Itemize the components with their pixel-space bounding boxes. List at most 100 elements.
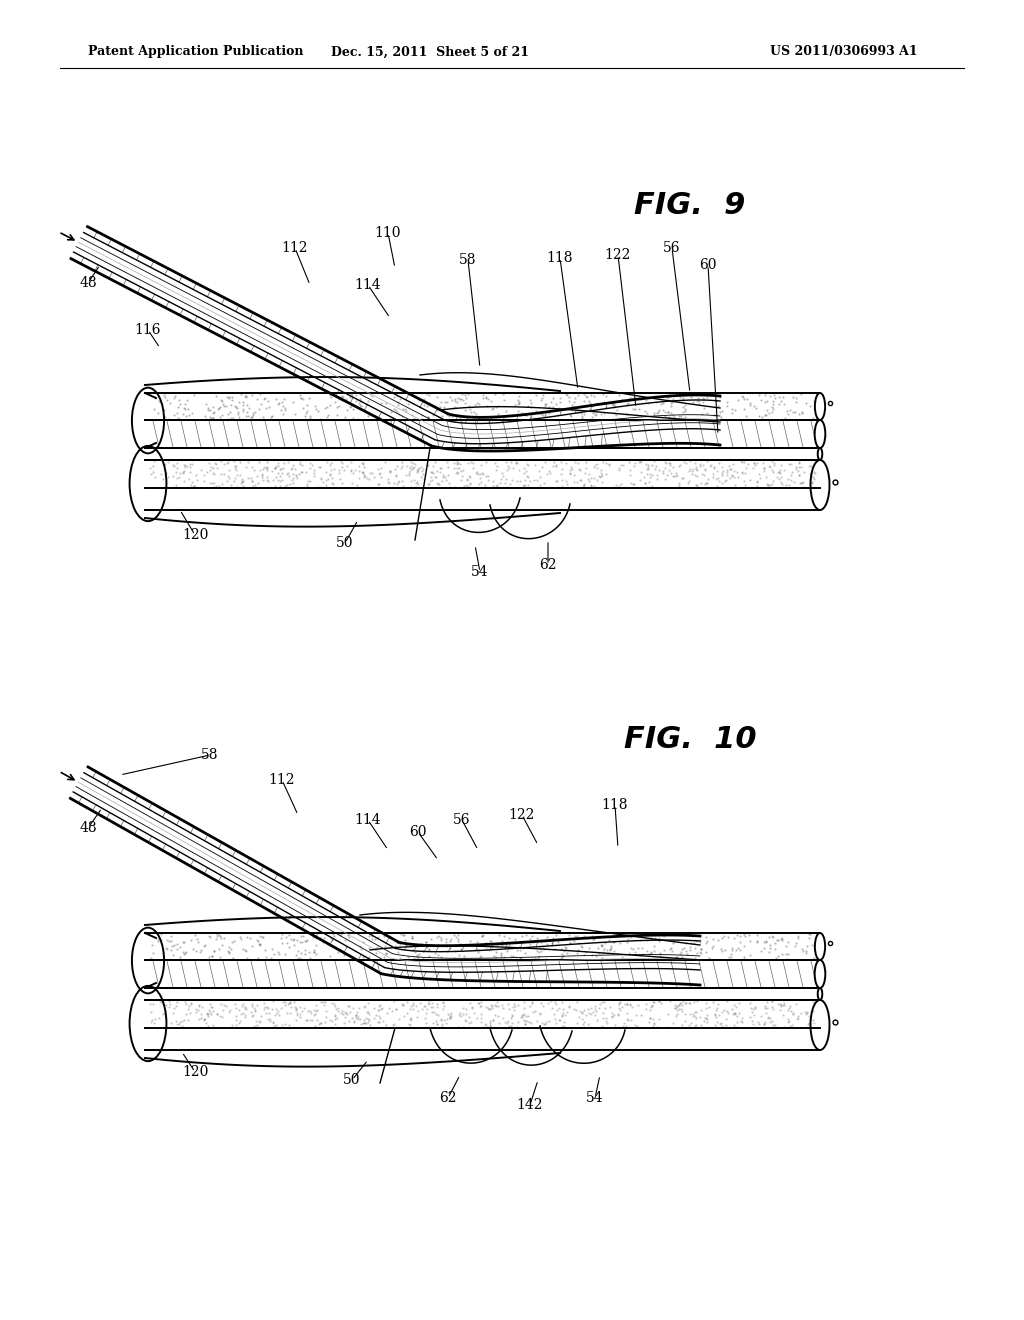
Point <box>289 1005 305 1026</box>
Point <box>563 395 580 416</box>
Point <box>515 474 531 495</box>
Point <box>594 465 610 486</box>
Point <box>322 1010 338 1031</box>
Point <box>338 935 354 956</box>
Point <box>611 997 628 1018</box>
Point <box>153 924 169 945</box>
Point <box>614 389 631 411</box>
Point <box>295 925 311 946</box>
Point <box>697 932 714 953</box>
Point <box>699 451 716 473</box>
Point <box>558 384 574 405</box>
Point <box>200 397 216 418</box>
Point <box>244 993 260 1014</box>
Point <box>324 1011 340 1032</box>
Point <box>210 399 226 420</box>
Point <box>211 939 227 960</box>
Point <box>391 948 408 969</box>
Point <box>683 463 699 484</box>
Point <box>776 994 793 1015</box>
Point <box>441 1007 458 1028</box>
Point <box>329 405 345 426</box>
Point <box>484 470 501 491</box>
Point <box>787 458 804 479</box>
Point <box>632 469 648 490</box>
Point <box>594 1016 610 1038</box>
Point <box>532 404 549 425</box>
Point <box>741 993 758 1014</box>
Point <box>395 399 412 420</box>
Point <box>557 936 573 957</box>
Point <box>372 1007 388 1028</box>
Point <box>500 1011 516 1032</box>
Point <box>665 457 681 478</box>
Point <box>460 475 476 496</box>
Point <box>791 451 807 473</box>
Point <box>753 941 769 962</box>
Point <box>395 1006 412 1027</box>
Point <box>760 1007 776 1028</box>
Point <box>783 1015 800 1036</box>
Point <box>790 1008 806 1030</box>
Point <box>561 385 578 407</box>
Point <box>710 929 726 950</box>
Point <box>352 395 369 416</box>
Point <box>573 1002 590 1023</box>
Point <box>511 385 527 407</box>
Point <box>382 461 398 482</box>
Point <box>537 931 553 952</box>
Point <box>693 999 710 1020</box>
Point <box>522 933 539 954</box>
Point <box>386 459 402 480</box>
Point <box>627 453 643 474</box>
Point <box>296 998 312 1019</box>
Point <box>285 467 301 488</box>
Point <box>240 451 256 473</box>
Point <box>529 928 546 949</box>
Point <box>221 1002 238 1023</box>
Point <box>304 924 321 945</box>
Point <box>537 1012 553 1034</box>
Point <box>201 453 217 474</box>
Point <box>794 939 810 960</box>
Point <box>292 451 308 473</box>
Point <box>802 396 818 417</box>
Point <box>671 475 687 496</box>
Point <box>293 388 309 409</box>
Point <box>622 459 638 480</box>
Point <box>144 942 161 964</box>
Point <box>794 403 810 424</box>
Point <box>297 405 313 426</box>
Point <box>432 457 449 478</box>
Point <box>240 467 256 488</box>
Point <box>354 946 371 968</box>
Point <box>519 1006 536 1027</box>
Point <box>711 471 727 492</box>
Point <box>756 458 772 479</box>
Point <box>707 405 723 426</box>
Point <box>404 993 421 1014</box>
Point <box>142 993 159 1014</box>
Point <box>591 998 607 1019</box>
Text: 60: 60 <box>410 825 427 840</box>
Point <box>427 451 443 473</box>
Point <box>433 392 450 413</box>
Point <box>453 388 469 409</box>
Point <box>437 467 454 488</box>
Point <box>203 407 219 428</box>
Point <box>434 1015 451 1036</box>
Point <box>731 1003 748 1024</box>
Point <box>225 471 242 492</box>
Point <box>285 392 301 413</box>
Point <box>262 1011 279 1032</box>
Point <box>355 453 372 474</box>
Point <box>220 408 237 429</box>
Point <box>248 1011 264 1032</box>
Point <box>374 998 390 1019</box>
Point <box>705 466 721 487</box>
Point <box>688 1014 705 1035</box>
Point <box>384 408 400 429</box>
Point <box>280 463 296 484</box>
Point <box>252 384 268 405</box>
Point <box>688 475 705 496</box>
